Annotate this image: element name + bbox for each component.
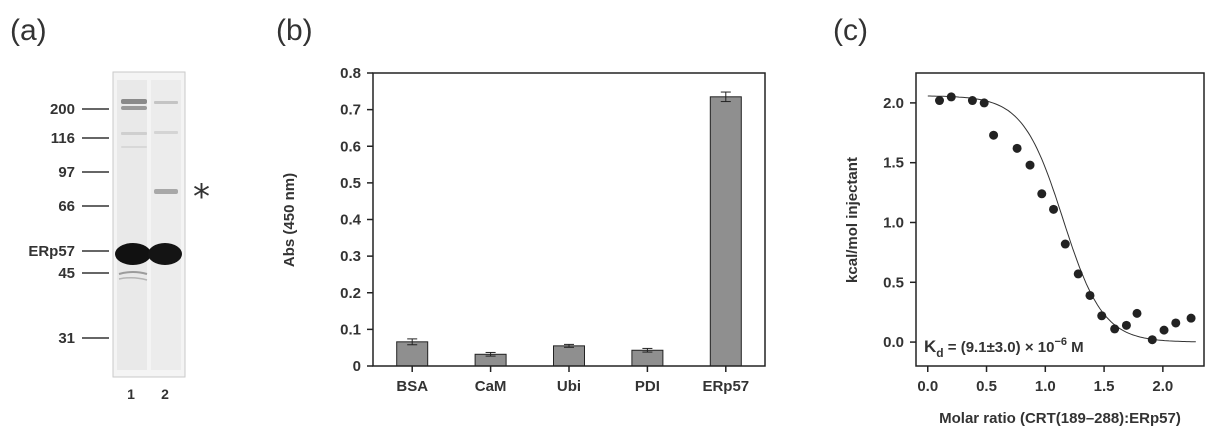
kd-unit: M	[1067, 339, 1084, 356]
bar-y-tick-label-4: 0.4	[340, 212, 362, 229]
marker-label-200: 200	[50, 101, 75, 118]
itc-point-6	[1025, 160, 1035, 170]
itc-point-12	[1097, 311, 1107, 321]
itc-point-8	[1049, 204, 1059, 214]
itc-point-3	[979, 98, 989, 108]
itc-plot-frame	[915, 72, 1205, 367]
bar-ubi	[553, 345, 585, 367]
bar-x-label-erp57: ERp57	[702, 378, 749, 395]
bar-y-tick-label-2: 0.2	[340, 285, 361, 302]
itc-point-10	[1073, 269, 1083, 279]
itc-y-tick-label-1: 0.5	[883, 274, 904, 291]
itc-y-tick-label-4: 2.0	[883, 95, 904, 112]
itc-point-19	[1186, 313, 1196, 323]
bar-x-label-ubi: Ubi	[557, 378, 581, 395]
bar-x-label-cam: CaM	[475, 378, 507, 395]
bar-y-tick-label-7: 0.7	[340, 102, 361, 119]
bar-chart-panel: 0 0.1 0.2 0.3 0.4 0.5 0.6 0.7 0.8 BSA CaM Ubi PDI ER…	[281, 65, 766, 395]
lane-2-band-116	[154, 131, 178, 134]
bar-series	[396, 91, 742, 367]
lane-1-band-erp57	[115, 243, 151, 265]
bar-y-tick-label-8: 0.8	[340, 65, 361, 82]
bar-x-label-pdi: PDI	[635, 378, 660, 395]
lane-1-band-44	[118, 276, 148, 281]
bar-y-axis-ticks: 0 0.1 0.2 0.3 0.4 0.5 0.6 0.7 0.8	[340, 65, 373, 375]
bar-plot-frame	[372, 72, 766, 367]
bar-y-tick-label-1: 0.1	[340, 321, 361, 338]
itc-x-tick-label-3: 1.5	[1094, 378, 1115, 395]
lane-1-smear	[117, 80, 147, 370]
lane-2-smear	[151, 80, 181, 370]
gel-asterisk: *	[193, 177, 210, 217]
bar-y-tick-label-5: 0.5	[340, 175, 361, 192]
itc-point-9	[1060, 239, 1070, 249]
itc-y-axis-title: kcal/mol injectant	[844, 157, 861, 283]
itc-point-15	[1132, 308, 1142, 318]
kd-symbol: K	[924, 337, 937, 356]
itc-point-17	[1159, 325, 1169, 335]
itc-y-tick-label-2: 1.0	[883, 214, 904, 231]
lane-2-band-72	[154, 189, 178, 194]
marker-label-116: 116	[51, 130, 75, 147]
lane-1-band-97	[121, 146, 147, 148]
bar-x-axis-labels: BSA CaM Ubi PDI ERp57	[396, 366, 749, 395]
itc-point-14	[1121, 320, 1131, 330]
lane-1-band-190	[121, 106, 147, 110]
panel-b-label: (b)	[276, 14, 313, 47]
itc-x-tick-label-1: 0.5	[976, 378, 997, 395]
itc-y-tick-label-3: 1.5	[883, 155, 904, 172]
itc-point-11	[1085, 290, 1095, 300]
itc-point-2	[967, 96, 977, 106]
bar-y-tick-label-6: 0.6	[340, 138, 361, 155]
itc-fit-curve	[927, 95, 1196, 343]
marker-label-45: 45	[58, 265, 75, 282]
lane-1-band-45	[118, 271, 148, 275]
itc-point-4	[989, 130, 999, 140]
itc-x-tick-label-4: 2.0	[1152, 378, 1173, 395]
marker-label-66: 66	[58, 198, 75, 215]
itc-x-tick-label-0: 0.0	[917, 378, 938, 395]
itc-kd-annotation: Kd = (9.1±3.0) × 10−6 M	[924, 336, 1084, 360]
bar-bsa	[396, 341, 429, 367]
gel-panel: 200 116 97 66 ERp57 45 31 * 1 2	[28, 71, 210, 402]
itc-point-18	[1171, 318, 1181, 328]
lane-1-band-116	[121, 132, 147, 135]
lane-1-band-200	[121, 99, 147, 104]
lane-label-1: 1	[127, 386, 135, 402]
itc-chart-panel: 0.0 0.5 1.0 1.5 2.0 0.0 0.5 1.0 1.5 2.0 kcal/mol…	[844, 72, 1205, 427]
lane-2-band-erp57	[148, 243, 182, 265]
itc-x-tick-label-2: 1.0	[1035, 378, 1056, 395]
itc-point-16	[1147, 335, 1157, 345]
panel-c-label: (c)	[833, 14, 868, 47]
bar-x-label-bsa: BSA	[396, 378, 428, 395]
bar-y-tick-label-0: 0	[353, 358, 361, 375]
gel-marker-ladder: 200 116 97 66 ERp57 45 31	[28, 101, 109, 347]
kd-value: = (9.1±3.0) × 10	[944, 339, 1055, 356]
lane-2-band-200	[154, 101, 178, 104]
itc-point-5	[1012, 143, 1022, 153]
bar-y-tick-label-3: 0.3	[340, 248, 361, 265]
itc-y-axis-ticks: 0.0 0.5 1.0 1.5 2.0	[883, 95, 916, 351]
itc-point-1	[946, 92, 956, 102]
itc-point-0	[935, 96, 945, 106]
marker-label-erp57: ERp57	[28, 243, 75, 260]
kd-subscript: d	[936, 346, 943, 360]
itc-x-axis-ticks: 0.0 0.5 1.0 1.5 2.0	[917, 366, 1173, 395]
bar-y-axis-title: Abs (450 nm)	[281, 173, 298, 267]
itc-y-tick-label-0: 0.0	[883, 334, 904, 351]
marker-label-31: 31	[58, 330, 75, 347]
panel-a-label: (a)	[10, 14, 47, 47]
bar-pdi	[631, 349, 664, 367]
lane-label-2: 2	[161, 386, 169, 402]
itc-data-points	[935, 92, 1196, 345]
itc-x-axis-title: Molar ratio (CRT(189–288):ERp57)	[939, 410, 1181, 427]
itc-point-13	[1110, 324, 1120, 334]
bar-erp57	[709, 96, 742, 367]
marker-label-97: 97	[58, 164, 75, 181]
kd-exponent: −6	[1054, 336, 1067, 348]
itc-point-7	[1037, 189, 1047, 199]
